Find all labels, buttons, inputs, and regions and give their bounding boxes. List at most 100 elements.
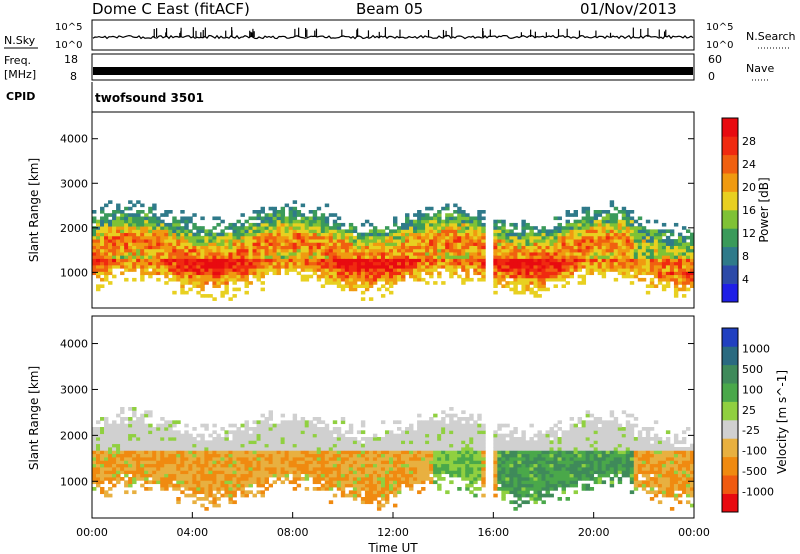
velocity-cell bbox=[401, 453, 406, 458]
velocity-cell bbox=[497, 433, 502, 438]
power-cell bbox=[441, 206, 446, 211]
velocity-cell bbox=[284, 467, 290, 471]
velocity-cell bbox=[232, 453, 237, 458]
power-cell bbox=[525, 284, 530, 288]
power-cell bbox=[344, 229, 350, 234]
power-cell bbox=[477, 222, 482, 227]
power-cell bbox=[260, 252, 265, 256]
power-cell bbox=[304, 258, 310, 263]
power-cell bbox=[633, 248, 639, 253]
velocity-cell bbox=[312, 433, 318, 438]
power-cell bbox=[457, 245, 462, 250]
velocity-cell bbox=[192, 427, 197, 431]
power-cell bbox=[352, 258, 358, 263]
power-cell bbox=[537, 255, 542, 259]
power-cell bbox=[665, 274, 671, 279]
velocity-cell bbox=[200, 463, 205, 468]
power-cell bbox=[232, 242, 237, 246]
velocity-cell bbox=[380, 497, 386, 501]
velocity-cell bbox=[252, 480, 257, 485]
velocity-cell bbox=[316, 460, 322, 465]
power-cell bbox=[324, 277, 330, 282]
power-cell bbox=[216, 235, 221, 240]
power-cell bbox=[112, 248, 117, 253]
power-cell bbox=[553, 274, 558, 279]
velocity-cell bbox=[228, 490, 233, 495]
power-cell bbox=[324, 264, 330, 269]
power-cell bbox=[152, 271, 157, 276]
power-cell bbox=[397, 277, 402, 282]
power-cell bbox=[224, 258, 229, 263]
power-cell bbox=[417, 248, 422, 253]
velocity-cell bbox=[344, 430, 350, 435]
velocity-cell bbox=[136, 440, 141, 445]
velocity-cell bbox=[264, 433, 269, 438]
velocity-cell bbox=[445, 437, 450, 441]
power-cell bbox=[457, 235, 462, 240]
power-cell bbox=[308, 216, 314, 221]
velocity-cell bbox=[433, 430, 438, 435]
velocity-cell bbox=[288, 427, 294, 431]
velocity-cell bbox=[469, 457, 474, 461]
power-cell bbox=[308, 229, 314, 234]
power-cell bbox=[433, 239, 438, 243]
velocity-cell bbox=[108, 470, 113, 475]
power-cell bbox=[445, 206, 450, 211]
velocity-cell bbox=[236, 433, 241, 438]
power-cell bbox=[360, 290, 366, 295]
velocity-cell bbox=[469, 480, 474, 485]
velocity-cell bbox=[296, 437, 302, 441]
power-cell bbox=[453, 255, 458, 259]
velocity-cell bbox=[144, 477, 149, 481]
power-cell bbox=[320, 261, 326, 266]
velocity-cell bbox=[481, 453, 486, 458]
velocity-cell bbox=[264, 440, 269, 445]
velocity-cell bbox=[132, 490, 137, 495]
power-cell bbox=[573, 226, 579, 230]
power-cell bbox=[609, 229, 615, 234]
velocity-cell bbox=[304, 453, 310, 458]
power-cell bbox=[641, 245, 647, 250]
velocity-cell bbox=[453, 470, 458, 475]
power-cell bbox=[501, 226, 506, 230]
power-cell bbox=[553, 216, 558, 221]
velocity-cell bbox=[376, 440, 382, 445]
power-cell bbox=[288, 232, 294, 237]
power-cell bbox=[617, 222, 623, 227]
power-cell bbox=[585, 261, 591, 266]
velocity-cell bbox=[413, 477, 418, 481]
velocity-cell bbox=[493, 473, 498, 478]
power-cell bbox=[368, 261, 374, 266]
power-cell bbox=[529, 277, 534, 282]
velocity-cell bbox=[457, 420, 462, 425]
power-cell bbox=[120, 242, 125, 246]
power-cell bbox=[372, 271, 378, 276]
velocity-cell bbox=[324, 460, 330, 465]
velocity-cell bbox=[196, 457, 201, 461]
power-cell bbox=[380, 261, 386, 266]
velocity-cell bbox=[388, 457, 394, 461]
power-cell bbox=[393, 245, 398, 250]
power-cell bbox=[545, 235, 550, 240]
power-cell bbox=[152, 203, 157, 208]
power-cell bbox=[585, 216, 591, 221]
power-cell bbox=[296, 219, 302, 224]
velocity-cell bbox=[453, 463, 458, 468]
velocity-cell bbox=[384, 437, 390, 441]
power-cell bbox=[120, 232, 125, 237]
power-cell bbox=[565, 245, 570, 250]
power-cell bbox=[537, 245, 542, 250]
power-cell bbox=[352, 271, 358, 276]
power-cell bbox=[573, 245, 579, 250]
velocity-cell bbox=[176, 473, 181, 478]
power-cell bbox=[617, 245, 623, 250]
power-cell bbox=[629, 216, 635, 221]
velocity-cell bbox=[417, 457, 422, 461]
power-cell bbox=[240, 229, 245, 234]
power-cell bbox=[96, 287, 101, 292]
velocity-cell bbox=[272, 443, 278, 448]
velocity-cell bbox=[304, 463, 310, 468]
power-cell bbox=[457, 222, 462, 227]
power-cell bbox=[180, 274, 185, 279]
velocity-cell bbox=[421, 440, 426, 445]
